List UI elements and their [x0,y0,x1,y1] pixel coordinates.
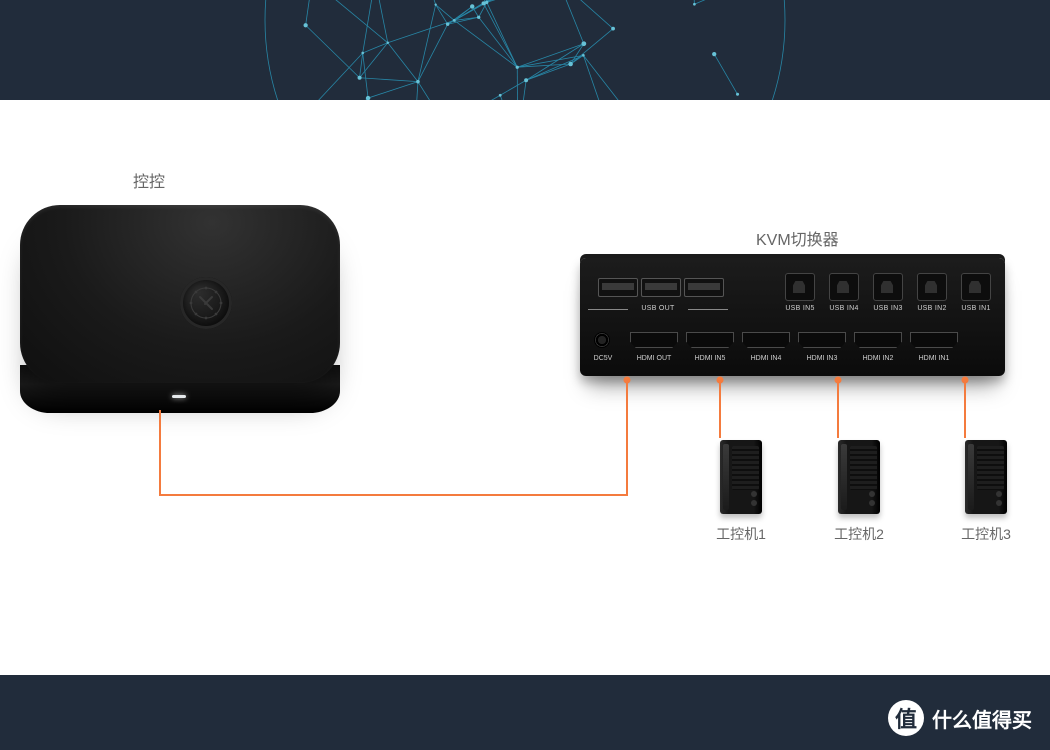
port-label: USB IN1 [961,305,991,312]
dc-jack-icon [594,332,610,348]
hdmi-ports [630,332,958,348]
usb-b-port-icon [961,273,991,301]
tower-pc: 工控机2 [818,440,900,544]
kvm-label: KVM切换器 [756,226,839,250]
port-label: HDMI OUT [630,355,678,362]
port-label: USB IN2 [917,305,947,312]
hdmi-port-icon [854,332,902,348]
kvm-switch: USB OUT USB IN5 USB IN4 USB IN3 USB IN2 USB … [580,258,1005,376]
diagram-canvas: 控控 KVM切换器 [0,100,1050,675]
usb-a-port-icon [641,278,681,297]
port-label: HDMI IN3 [798,355,846,362]
header-band [0,0,1050,100]
port-label: HDMI IN4 [742,355,790,362]
port-label: USB IN4 [829,305,859,312]
watermark: 值 什么值得买 [888,700,1032,736]
controller-logo-icon [180,277,232,329]
watermark-text: 什么值得买 [932,704,1032,733]
hdmi-port-icon [686,332,734,348]
port-label: HDMI IN1 [910,355,958,362]
hdmi-port-icon [742,332,790,348]
usb-in-ports [785,273,997,301]
usb-b-port-icon [873,273,903,301]
watermark-badge-icon: 值 [888,700,924,736]
globe-network-icon [245,0,805,100]
hdmi-port-icon [910,332,958,348]
port-label: HDMI IN2 [854,355,902,362]
tower-label: 工控机2 [818,524,900,544]
dc-label: DC5V [588,355,618,362]
usb-b-port-icon [917,273,947,301]
hdmi-port-icon [630,332,678,348]
port-label: USB IN5 [785,305,815,312]
usb-b-port-icon [829,273,859,301]
tower-pc-icon [965,440,1007,514]
hdmi-port-icon [798,332,846,348]
tower-label: 工控机3 [945,524,1027,544]
usb-out-ports [598,278,724,297]
controller-led-icon [172,395,186,398]
usb-out-label: USB OUT [588,305,728,312]
controller-label: 控控 [133,168,165,192]
usb-a-port-icon [598,278,638,297]
port-label: USB IN3 [873,305,903,312]
tower-pc-icon [720,440,762,514]
usb-b-port-icon [785,273,815,301]
tower-pc: 工控机1 [700,440,782,544]
port-label: HDMI IN5 [686,355,734,362]
controller-device [20,205,340,425]
tower-pc-icon [838,440,880,514]
tower-label: 工控机1 [700,524,782,544]
usb-a-port-icon [684,278,724,297]
tower-pc: 工控机3 [945,440,1027,544]
